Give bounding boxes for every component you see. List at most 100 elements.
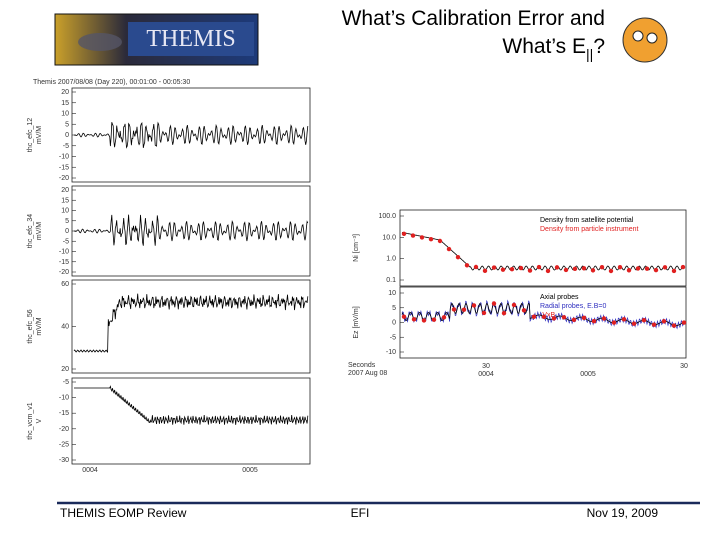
y-tick-label: 10.0 [382,234,396,241]
y-tick-label: -10 [59,395,69,402]
field-point [461,307,467,312]
y-tick-label: 15 [61,197,69,204]
field-point [451,307,457,312]
field-point [621,317,627,322]
field-point [681,320,687,325]
field-point [491,301,497,306]
density-point [509,266,515,272]
y-tick-label: 20 [61,89,69,96]
waveform [74,385,309,425]
y-axis-unit: mV/M [36,222,43,240]
field-point [671,323,677,328]
footer-left: THEMIS EOMP Review [60,506,187,520]
y-tick-label: -25 [59,441,69,448]
title-line: What’s Calibration Error and [342,7,605,30]
y-axis-unit: V [36,418,43,423]
plot-header: Themis 2007/08/08 (Day 220), 00:01:00 - … [33,79,190,86]
y-axis-label: Ez [mV/m] [353,306,360,338]
y-axis-label: Ni [cm⁻³] [353,234,360,262]
y-tick-label: 0 [65,228,69,235]
field-point [601,316,607,321]
field-point [571,317,577,323]
density-point [428,237,434,242]
y-tick-label: -5 [390,334,396,341]
density-point [653,267,659,273]
density-point [617,265,623,270]
y-tick-label: -15 [59,164,69,171]
x-tick-label: 30 [482,363,490,370]
legend-entry: Axial probes [540,294,579,301]
field-point [591,319,597,324]
density-point [536,264,542,270]
footer-right: Nov 19, 2009 [587,506,659,520]
x-tick-label: 0004 [478,371,494,378]
y-axis-label: thc_efc_12 [27,118,34,152]
field-point [651,322,657,327]
title-text: ? [593,35,605,58]
plot-frame [399,209,687,287]
y-tick-label: 0 [392,320,396,327]
field-point [521,308,527,313]
density-point [662,265,668,270]
density-point [671,268,677,274]
y-tick-label: 10 [61,111,69,118]
field-point [431,317,437,322]
y-tick-label: 15 [61,100,69,107]
field-point [541,314,547,320]
x-axis-date: 2007 Aug 08 [348,370,387,377]
title-line: What’s E||? [502,35,605,62]
y-tick-label: -15 [59,410,69,417]
y-tick-label: -10 [59,154,69,161]
y-tick-label: 40 [61,324,69,331]
y-tick-label: -30 [59,457,69,464]
field-point [501,310,507,316]
mascot-face [646,32,658,44]
field-point [641,318,647,323]
density-point [473,264,479,270]
field-point [531,314,537,319]
density-point [518,265,524,271]
legend-entry: -VxB [540,312,556,319]
waveform [73,293,309,354]
y-tick-label: 0 [65,132,69,139]
density-point [680,264,686,270]
y-tick-label: -20 [59,269,69,276]
y-tick-label: -10 [386,349,396,356]
footer-center: EFI [351,506,370,520]
label-name: thc_efc_34 [27,214,34,248]
x-tick-label: 0005 [580,371,596,378]
y-axis-label: thc_vcm_v1 [27,402,34,439]
y-tick-label: 5 [65,218,69,225]
y-tick-label: -15 [59,259,69,266]
density-point [554,265,560,270]
plot-frame [71,377,311,465]
y-tick-label: 20 [61,366,69,373]
logo-spacecraft [78,33,122,51]
density-point [608,268,614,274]
field-point [441,315,447,320]
y-tick-label: 1.0 [386,256,396,263]
field-point [401,314,407,319]
y-tick-label: 60 [61,281,69,288]
y-tick-label: -10 [59,249,69,256]
mascot-icon [622,17,668,63]
density-point [482,268,488,274]
label-name: thc_vcm_v1 [27,402,34,439]
y-tick-label: -5 [63,379,69,386]
logo-text: THEMIS [146,26,235,52]
density-point [401,231,407,236]
legend-entry: Density from satellite potential [540,217,634,224]
y-tick-label: -5 [63,238,69,245]
y-tick-label: 20 [61,187,69,194]
mascot-face [632,30,644,42]
y-tick-label: 5 [392,305,396,312]
density-point [464,263,470,268]
y-tick-label: 0.1 [386,277,396,284]
field-point [411,317,417,322]
density-point [545,268,551,274]
density-point [644,266,650,271]
title-subscript: || [586,46,593,62]
field-point [581,315,587,321]
density-point [437,238,443,244]
